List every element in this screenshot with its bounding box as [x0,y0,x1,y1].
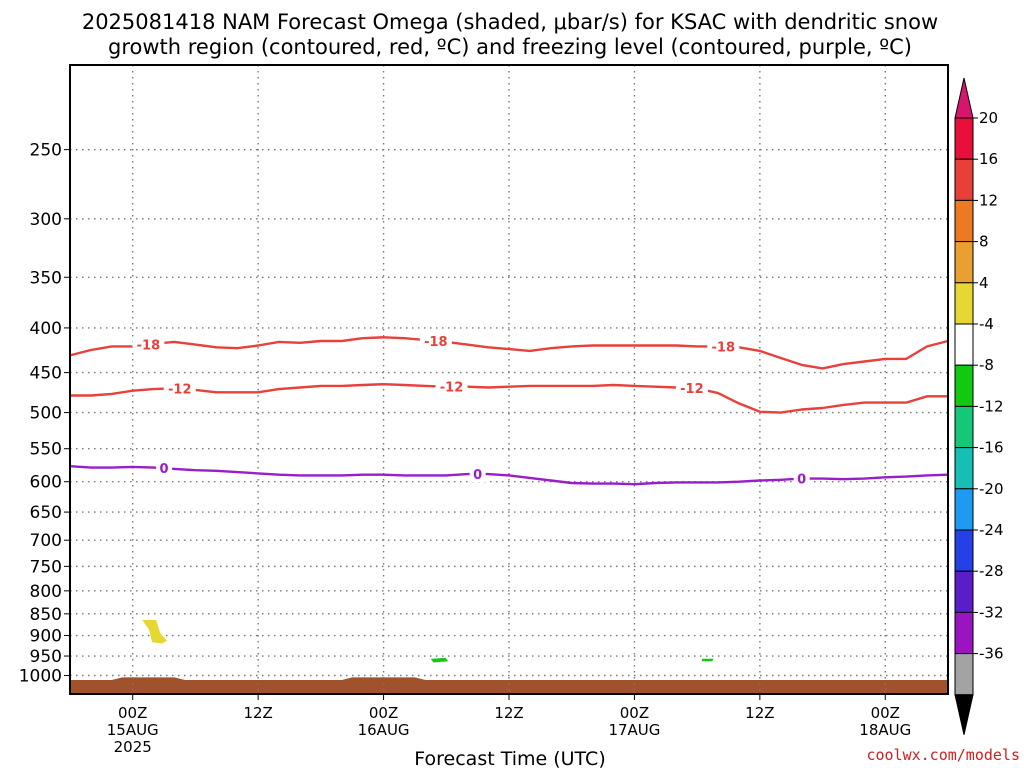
x-tick-label: 00Z [620,704,649,722]
x-axis-title: Forecast Time (UTC) [414,748,605,768]
y-tick-label-400: 400 [30,319,62,339]
colorbar-label: 12 [979,191,998,209]
contour-line--18 [69,336,949,370]
colorbar-segment [954,364,974,407]
contour-label--18: -18 [712,341,736,356]
ground-layer [70,677,948,694]
colorbar-label: -24 [979,521,1004,539]
contour-label-bg [132,336,165,353]
y-tick-label-250: 250 [30,141,62,161]
colorbar-label: -36 [979,645,1004,663]
chart-title-line-1: 2025081418 NAM Forecast Omega (shaded, μ… [82,10,938,34]
x-tick-label: 00Z [118,704,147,722]
colorbar-segment [954,323,974,366]
contour-label-bg [793,470,810,487]
colorbar-label: 8 [979,233,989,251]
y-tick-label-950: 950 [30,647,62,667]
colorbar-segment [954,117,974,160]
colorbar-label: -28 [979,562,1004,580]
y-tick-label-750: 750 [30,557,62,577]
x-tick-label: 17AUG [608,721,660,739]
y-tick-label-1000: 1000 [19,666,62,686]
contour-label--12: -12 [680,382,704,397]
colorbar-label: 16 [979,150,998,168]
colorbar-segment [954,653,974,696]
contour-label-bg [469,466,486,483]
y-tick-label-700: 700 [30,531,62,551]
x-tick-label: 2025 [114,738,152,756]
contour-label--12: -12 [168,383,192,398]
colorbar-segment [954,488,974,531]
plot-area: -18 -18 -18 -12 -12 -12 0 0 0 [69,64,949,695]
colorbar-label: -8 [979,356,994,374]
colorbar-segment [954,158,974,201]
colorbar-label: -12 [979,397,1004,415]
y-tick-label-800: 800 [30,582,62,602]
x-tick-label: 16AUG [358,721,410,739]
x-tick-label: 12Z [745,704,774,722]
contour-label-0: 0 [160,462,169,477]
contour-label-0: 0 [797,473,806,488]
colorbar-label: -20 [979,480,1004,498]
y-axis-pressure-ticks: 2503003504004505005506006507007508008509… [19,141,70,686]
y-tick-label-650: 650 [30,503,62,523]
omega-green-patch-2 [701,658,714,662]
x-tick-label: 12Z [243,704,272,722]
colorbar-segment [954,529,974,572]
colorbar-label: -16 [979,439,1004,457]
colorbar-segment [954,447,974,490]
x-tick-label: 15AUG [107,721,159,739]
contour-layer: -18 -18 -18 -12 -12 -12 0 0 0 [69,332,949,488]
colorbar-segment [954,570,974,613]
y-tick-label-300: 300 [30,210,62,230]
colorbar-label: 4 [979,274,989,292]
contour-line--12 [70,383,948,414]
y-tick-label-850: 850 [30,605,62,625]
colorbar-segment [954,282,974,325]
colorbar-segment [954,405,974,449]
credit-text: coolwx.com/models [866,746,1020,764]
y-tick-label-550: 550 [30,440,62,460]
contour-label-0: 0 [473,468,482,483]
x-tick-label: 18AUG [859,721,911,739]
contour-label-bg [707,338,740,355]
contour-label--18: -18 [137,338,161,353]
contour-label-bg [163,380,196,397]
omega-yellow-patch [142,620,167,644]
colorbar-segment [954,199,974,243]
contour-label-bg [435,378,468,395]
colorbar-label: 20 [979,109,998,127]
colorbar-segment [954,611,974,655]
contour-label-bg [675,380,708,397]
y-tick-label-900: 900 [30,627,62,647]
y-tick-label-350: 350 [30,268,62,288]
omega-colorbar: 20 16 12 8 4 -4 -8 -12 -16 -20 -24 -28 -32 -36 [954,77,1004,735]
contour-label--12: -12 [440,381,464,396]
colorbar-bottom-arrow [954,694,974,735]
x-tick-label: 00Z [871,704,900,722]
x-tick-label: 00Z [369,704,398,722]
colorbar-top-arrow [954,77,974,119]
x-tick-label: 12Z [494,704,523,722]
chart-title-line-2: growth region (contoured, red, ºC) and f… [108,35,912,59]
y-tick-label-600: 600 [30,473,62,493]
contour-label-bg [419,332,452,349]
y-tick-label-450: 450 [30,364,62,384]
colorbar-label: -32 [979,603,1004,621]
omega-shading-layer [142,620,714,663]
colorbar-label: -4 [979,315,994,333]
grid-layer [70,65,948,694]
y-tick-label-500: 500 [30,404,62,424]
ground-surface [70,677,948,694]
colorbar-segment [954,241,974,284]
contour-label--18: -18 [424,335,448,350]
omega-green-patch-1 [430,657,449,663]
contour-label-bg [156,460,173,477]
